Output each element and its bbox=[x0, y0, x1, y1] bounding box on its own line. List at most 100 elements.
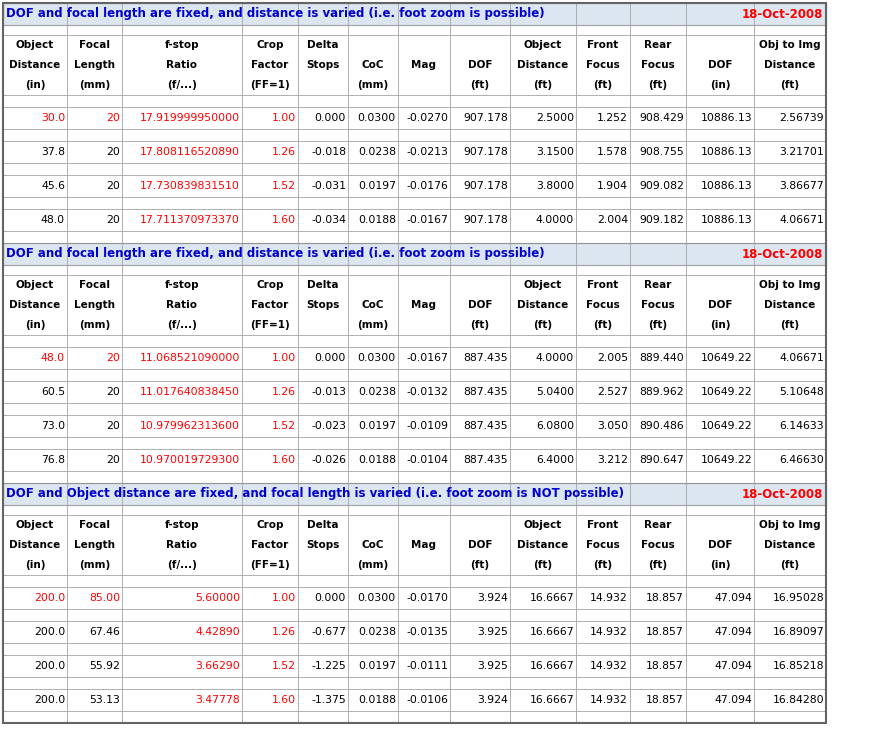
Bar bbox=[67, 275, 122, 335]
Bar bbox=[3, 335, 67, 347]
Text: 10.979962313600: 10.979962313600 bbox=[140, 421, 240, 431]
Bar bbox=[347, 209, 398, 231]
Text: (FF=1): (FF=1) bbox=[250, 320, 290, 330]
Text: Front: Front bbox=[587, 520, 618, 530]
Text: 10886.13: 10886.13 bbox=[700, 147, 751, 157]
Text: 3.66290: 3.66290 bbox=[195, 661, 240, 671]
Bar bbox=[3, 711, 67, 723]
Bar bbox=[685, 35, 753, 95]
Text: 14.932: 14.932 bbox=[589, 593, 627, 603]
Text: 20: 20 bbox=[106, 147, 120, 157]
Bar bbox=[509, 437, 575, 449]
Bar bbox=[398, 415, 449, 437]
Bar bbox=[122, 403, 242, 415]
Text: 47.094: 47.094 bbox=[713, 627, 751, 637]
Bar bbox=[575, 163, 629, 175]
Text: (ft): (ft) bbox=[593, 320, 612, 330]
Text: 0.0188: 0.0188 bbox=[358, 455, 395, 465]
Bar bbox=[398, 141, 449, 163]
Text: 4.42890: 4.42890 bbox=[195, 627, 240, 637]
Text: f-stop: f-stop bbox=[165, 280, 199, 290]
Text: 5.10648: 5.10648 bbox=[779, 387, 823, 397]
Bar bbox=[685, 107, 753, 129]
Bar bbox=[449, 129, 509, 141]
Bar bbox=[398, 231, 449, 243]
Text: 11.068521090000: 11.068521090000 bbox=[139, 353, 240, 363]
Bar bbox=[347, 621, 398, 643]
Text: 16.6667: 16.6667 bbox=[529, 661, 573, 671]
Text: 47.094: 47.094 bbox=[713, 695, 751, 705]
Text: 0.0188: 0.0188 bbox=[358, 215, 395, 225]
Text: (ft): (ft) bbox=[532, 320, 552, 330]
Bar bbox=[3, 95, 67, 107]
Bar bbox=[509, 3, 575, 25]
Bar bbox=[575, 335, 629, 347]
Bar bbox=[575, 141, 629, 163]
Bar bbox=[753, 515, 825, 575]
Bar bbox=[242, 209, 298, 231]
Bar bbox=[509, 107, 575, 129]
Bar bbox=[298, 609, 347, 621]
Text: (mm): (mm) bbox=[79, 320, 110, 330]
Text: 16.6667: 16.6667 bbox=[529, 627, 573, 637]
Text: 60.5: 60.5 bbox=[41, 387, 65, 397]
Bar bbox=[122, 449, 242, 471]
Text: Distance: Distance bbox=[10, 60, 60, 70]
Text: Crop: Crop bbox=[256, 280, 284, 290]
Bar bbox=[685, 609, 753, 621]
Bar bbox=[753, 655, 825, 677]
Text: DOF: DOF bbox=[467, 300, 492, 310]
Bar bbox=[398, 347, 449, 369]
Bar bbox=[398, 609, 449, 621]
Bar bbox=[753, 369, 825, 381]
Bar bbox=[67, 35, 122, 95]
Text: (in): (in) bbox=[25, 560, 45, 570]
Bar bbox=[685, 197, 753, 209]
Bar bbox=[67, 265, 122, 275]
Bar bbox=[298, 163, 347, 175]
Bar bbox=[347, 505, 398, 515]
Bar bbox=[753, 197, 825, 209]
Text: Obj to Img: Obj to Img bbox=[758, 40, 820, 50]
Text: 200.0: 200.0 bbox=[34, 661, 65, 671]
Bar bbox=[753, 449, 825, 471]
Bar bbox=[347, 163, 398, 175]
Bar bbox=[347, 655, 398, 677]
Bar bbox=[398, 35, 449, 95]
Text: Focus: Focus bbox=[586, 300, 619, 310]
Bar bbox=[449, 95, 509, 107]
Text: Length: Length bbox=[74, 300, 115, 310]
Bar bbox=[629, 575, 685, 587]
Text: Delta: Delta bbox=[307, 40, 338, 50]
Bar bbox=[398, 711, 449, 723]
Text: Rear: Rear bbox=[643, 520, 671, 530]
Text: 6.14633: 6.14633 bbox=[779, 421, 823, 431]
Bar bbox=[398, 275, 449, 335]
Text: Focal: Focal bbox=[79, 280, 110, 290]
Bar bbox=[629, 449, 685, 471]
Bar bbox=[398, 197, 449, 209]
Text: 1.60: 1.60 bbox=[272, 215, 296, 225]
Bar bbox=[242, 677, 298, 689]
Bar bbox=[347, 243, 398, 265]
Bar bbox=[629, 95, 685, 107]
Text: 1.00: 1.00 bbox=[271, 593, 296, 603]
Bar bbox=[347, 711, 398, 723]
Bar bbox=[347, 415, 398, 437]
Bar bbox=[67, 381, 122, 403]
Bar bbox=[398, 25, 449, 35]
Bar bbox=[398, 587, 449, 609]
Bar bbox=[298, 505, 347, 515]
Bar bbox=[67, 335, 122, 347]
Bar bbox=[347, 275, 398, 335]
Bar bbox=[575, 449, 629, 471]
Bar bbox=[242, 243, 298, 265]
Text: (ft): (ft) bbox=[593, 80, 612, 90]
Bar bbox=[398, 505, 449, 515]
Bar bbox=[575, 243, 629, 265]
Bar bbox=[509, 415, 575, 437]
Bar bbox=[575, 35, 629, 95]
Text: 887.435: 887.435 bbox=[462, 421, 508, 431]
Bar bbox=[67, 655, 122, 677]
Text: 2.5000: 2.5000 bbox=[535, 113, 573, 123]
